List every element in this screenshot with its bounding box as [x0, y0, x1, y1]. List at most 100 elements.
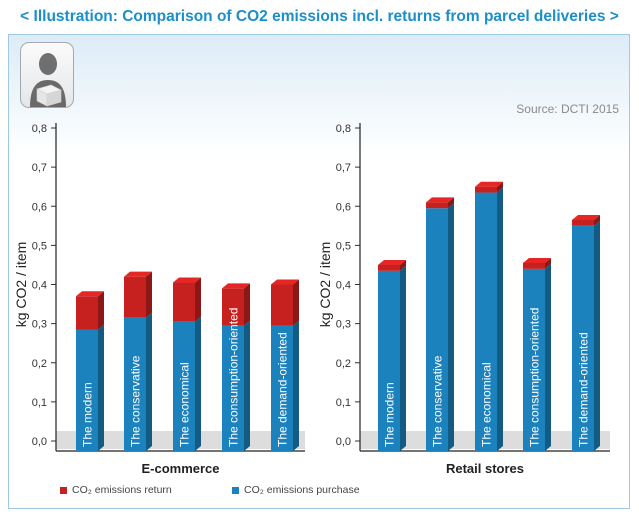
y-tick-label: 0,0 — [336, 436, 351, 448]
bar-return — [426, 202, 448, 209]
y-tick-label: 0,6 — [32, 201, 47, 213]
bar-purchase — [572, 225, 594, 451]
y-tick-label: 0,4 — [32, 280, 47, 292]
bar-return-side — [594, 214, 600, 226]
bar-purchase — [173, 321, 195, 451]
bar-3: The economical — [475, 181, 503, 451]
bar-purchase-side — [400, 265, 406, 451]
y-tick-label: 0,1 — [32, 397, 47, 409]
bar-purchase-side — [594, 220, 600, 451]
bar-return-side — [244, 283, 250, 326]
y-tick-label: 0,2 — [32, 358, 47, 370]
bar-return — [124, 276, 146, 318]
y-tick-label: 0,8 — [336, 123, 351, 135]
bar-purchase-side — [244, 320, 250, 451]
bar-4: The consumption-oriented — [222, 283, 250, 451]
bar-purchase — [124, 317, 146, 451]
category-label: The economical — [480, 362, 494, 447]
bar-return — [378, 264, 400, 271]
y-tick-label: 0,2 — [336, 358, 351, 370]
category-label: The demand-oriented — [276, 332, 290, 447]
bar-2: The conservative — [426, 197, 454, 451]
chart-2: 0,0 0,1 0,2 0,3 0,4 0,5 0,6 0,7 0,8 kg CO2 / item… — [317, 123, 610, 476]
y-tick-label: 0,7 — [336, 162, 351, 174]
bar-purchase-side — [545, 263, 551, 451]
category-label: The economical — [178, 362, 192, 447]
bar-top — [173, 277, 201, 283]
category-label: The conservative — [129, 355, 143, 447]
bar-purchase — [378, 270, 400, 451]
bar-5: The demand-oriented — [271, 279, 299, 451]
legend-return: CO₂ emissions return — [60, 484, 172, 496]
y-tick-label: 0,0 — [32, 436, 47, 448]
bar-purchase — [271, 325, 293, 451]
bar-top — [271, 279, 299, 285]
x-axis-title: Retail stores — [446, 461, 524, 476]
bar-return — [572, 219, 594, 226]
bar-return — [76, 296, 98, 330]
bar-return-side — [497, 181, 503, 193]
bar-return-side — [195, 277, 201, 322]
bar-purchase — [76, 329, 98, 451]
bar-return-side — [448, 197, 454, 209]
bar-purchase-side — [448, 203, 454, 451]
y-tick-label: 0,7 — [32, 162, 47, 174]
person-with-parcel-icon — [20, 42, 74, 108]
legend-return-swatch — [60, 486, 67, 494]
bar-top — [426, 197, 454, 203]
legend-purchase-label: CO₂ emissions purchase — [244, 484, 360, 496]
bar-return — [173, 282, 195, 322]
bar-top — [523, 257, 551, 263]
bar-return-side — [293, 279, 299, 326]
bar-2: The conservative — [124, 271, 152, 451]
bar-return — [523, 262, 545, 269]
bar-return-side — [146, 271, 152, 318]
legend-purchase: CO₂ emissions purchase — [232, 484, 360, 496]
bar-return — [475, 186, 497, 193]
bar-return-side — [545, 257, 551, 269]
category-label: The conservative — [431, 355, 445, 447]
bar-purchase-side — [146, 312, 152, 451]
bar-5: The demand-oriented — [572, 214, 600, 451]
y-tick-label: 0,3 — [32, 319, 47, 331]
source-label: Source: DCTI 2015 — [516, 102, 619, 116]
bar-top — [378, 259, 406, 265]
category-label: The consumption-oriented — [227, 308, 241, 447]
bar-3: The economical — [173, 277, 201, 451]
bar-top — [475, 181, 503, 187]
x-axis-title: E-commerce — [141, 461, 219, 476]
bar-purchase — [426, 208, 448, 451]
y-tick-label: 0,5 — [32, 240, 47, 252]
bar-top — [124, 271, 152, 277]
y-tick-label: 0,5 — [336, 240, 351, 252]
bar-1: The modern — [378, 259, 406, 451]
bar-return — [222, 288, 244, 326]
bar-purchase — [523, 268, 545, 451]
category-label: The consumption-oriented — [528, 308, 542, 447]
bar-return-side — [400, 259, 406, 271]
bar-4: The consumption-oriented — [523, 257, 551, 451]
legend-purchase-swatch — [232, 486, 239, 494]
y-tick-label: 0,8 — [32, 123, 47, 135]
bar-1: The modern — [76, 291, 104, 451]
y-tick-label: 0,4 — [336, 280, 351, 292]
bar-return — [271, 284, 293, 326]
category-label: The modern — [81, 382, 95, 447]
chart-1: 0,0 0,1 0,2 0,3 0,4 0,5 0,6 0,7 0,8 kg CO2 / item… — [13, 123, 305, 476]
bar-purchase — [222, 325, 244, 451]
legend-return-label: CO₂ emissions return — [72, 484, 172, 496]
category-label: The demand-oriented — [577, 332, 591, 447]
y-tick-label: 0,6 — [336, 201, 351, 213]
bar-top — [222, 283, 250, 289]
bar-purchase-side — [497, 187, 503, 451]
bar-top — [76, 291, 104, 297]
bar-top — [572, 214, 600, 220]
bar-purchase-side — [98, 324, 104, 451]
y-axis-label: kg CO2 / item — [13, 242, 29, 328]
bar-purchase — [475, 192, 497, 451]
bar-return-side — [98, 291, 104, 330]
y-tick-label: 0,3 — [336, 319, 351, 331]
y-axis-label: kg CO2 / item — [317, 242, 333, 328]
category-label: The modern — [383, 382, 397, 447]
